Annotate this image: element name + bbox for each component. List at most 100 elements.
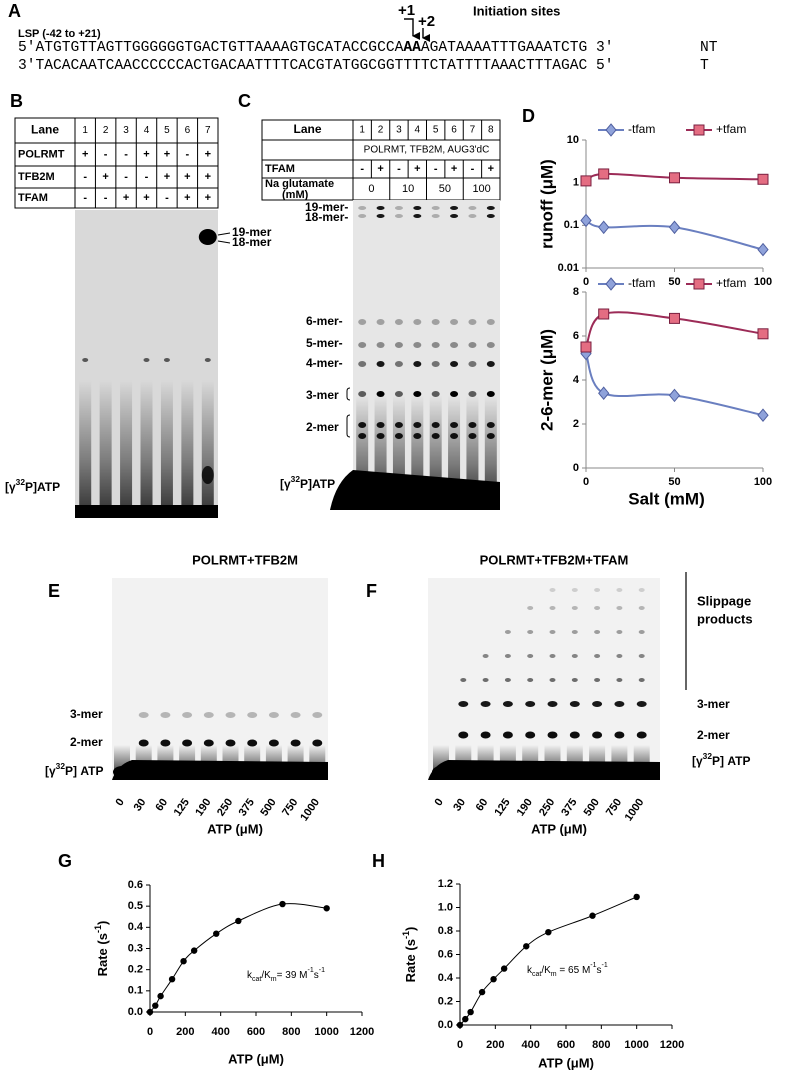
band: [549, 606, 556, 610]
trend-line: [459, 896, 637, 1026]
strand-label: T: [700, 58, 709, 74]
point: [168, 975, 176, 983]
sequence-part: AA: [403, 40, 421, 56]
table-cell: 1: [82, 125, 88, 136]
y-tick-label: 0.01: [558, 262, 579, 274]
band-label: 2-mer: [697, 728, 730, 742]
x-axis-label: ATP (μM): [538, 1055, 594, 1070]
y-axis-label: 2-6-mer (μM): [537, 329, 556, 431]
panel-letter: F: [366, 581, 377, 601]
gel-front: [112, 760, 328, 780]
band: [312, 712, 323, 718]
point: [467, 1008, 474, 1016]
panel-letter: E: [48, 581, 60, 601]
band: [431, 422, 440, 428]
band: [431, 214, 440, 218]
marker: [668, 388, 681, 403]
band: [182, 739, 193, 747]
band: [413, 422, 422, 428]
table-cell: +: [143, 192, 149, 204]
table-cell: 0: [368, 183, 374, 195]
band: [82, 358, 89, 362]
band: [247, 739, 258, 747]
band: [394, 342, 403, 348]
marker: [598, 220, 610, 235]
marker: [580, 341, 592, 353]
band: [502, 701, 513, 707]
band: [413, 391, 422, 397]
table-cell: +: [82, 148, 88, 160]
lane-smear: [201, 380, 214, 518]
band: [638, 588, 645, 592]
table-cell: +: [164, 148, 170, 160]
text-part: P]ATP: [25, 480, 60, 494]
band: [376, 342, 385, 348]
legend-marker: [605, 123, 617, 137]
y-tick-label: 0: [573, 462, 579, 474]
band: [450, 391, 459, 397]
band: [290, 739, 301, 747]
marker: [757, 242, 769, 257]
y-tick-label: 1.2: [438, 878, 453, 890]
x-tick-label: 0: [457, 1039, 463, 1051]
series-line: [585, 311, 764, 348]
x-tick-label: 0: [583, 476, 589, 488]
band: [616, 606, 623, 610]
text-part: ): [95, 921, 110, 925]
x-tick-label: 600: [557, 1039, 575, 1051]
table-cell: +: [102, 171, 108, 183]
band: [527, 606, 534, 610]
table-cell: +: [205, 192, 211, 204]
band: [376, 319, 385, 325]
band-label: 18-mer: [232, 235, 272, 249]
text-part: /K: [261, 970, 271, 981]
brace: [346, 414, 351, 438]
text-part: s: [597, 965, 602, 976]
band: [638, 606, 645, 610]
band: [413, 361, 422, 367]
band: [594, 630, 601, 634]
point: [490, 975, 497, 983]
point: [235, 917, 242, 925]
band: [468, 319, 477, 325]
band: [571, 678, 578, 682]
sequence: 3'TACACAATCAACCCCCCACTGACAATTTTCACGTATGG…: [18, 58, 614, 74]
y-tick-label: 0.2: [438, 995, 453, 1007]
band: [616, 678, 623, 682]
band: [594, 588, 601, 592]
marker: [757, 328, 769, 340]
band: [358, 391, 367, 397]
table-cell: -: [471, 163, 475, 175]
label-arrow: [217, 240, 231, 244]
lane-label: 60: [153, 797, 170, 814]
lane-label: 250: [537, 797, 557, 819]
band: [431, 206, 440, 210]
x-tick-label: 400: [521, 1039, 539, 1051]
band-label: 4-mer-: [306, 356, 343, 370]
legend-label: +tfam: [716, 122, 746, 136]
band-label: 19-mer: [232, 225, 272, 239]
table-cell: -: [104, 148, 108, 160]
band: [616, 588, 623, 592]
y-tick-label: 0.8: [438, 925, 453, 937]
text-part: -1: [401, 931, 411, 939]
text-part: -1: [308, 967, 314, 974]
point: [462, 1015, 469, 1023]
point: [157, 992, 164, 1000]
band: [486, 319, 495, 325]
band: [638, 630, 645, 634]
lane-label: 1000: [298, 797, 322, 824]
lane-smear: [140, 380, 153, 518]
lane-label: 190: [193, 797, 213, 819]
band: [614, 731, 625, 739]
table-cell: -: [145, 171, 149, 183]
band: [614, 701, 625, 707]
y-tick-label: 6: [573, 330, 579, 342]
text-part: -1: [590, 962, 596, 969]
band: [594, 606, 601, 610]
band: [413, 206, 422, 210]
band-label: 2-mer: [70, 735, 103, 749]
table-cell: 5: [164, 125, 170, 136]
band: [376, 361, 385, 367]
lane-label: 750: [280, 797, 300, 819]
